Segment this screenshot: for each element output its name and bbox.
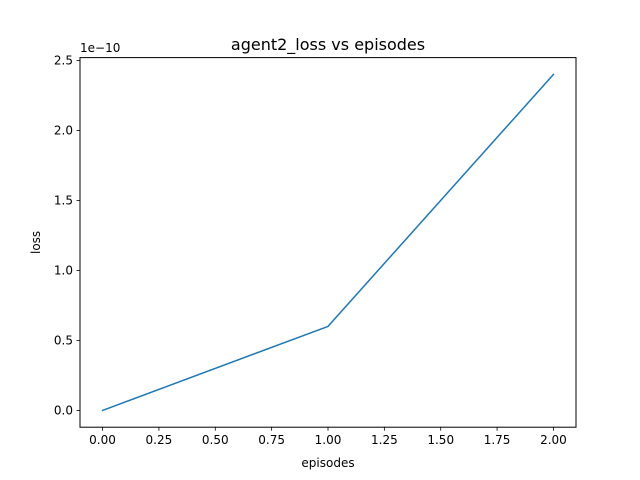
x-tick-label: 0.00 [89,433,116,447]
x-tick-label: 0.25 [146,433,173,447]
y-tick-label: 1.0 [54,264,73,278]
series-line [101,73,555,412]
x-tick-label: 1.75 [484,433,511,447]
x-tick-label: 1.00 [315,433,342,447]
y-tick-label: 0.5 [54,334,73,348]
x-axis-label: episodes [301,456,354,470]
x-tick-label: 1.25 [371,433,398,447]
y-tick-label: 2.5 [54,54,73,68]
plot-frame [79,57,577,428]
y-axis-label: loss [29,231,43,254]
chart-title: agent2_loss vs episodes [231,35,425,55]
plot-area [80,57,576,428]
x-tick-label: 2.00 [540,433,567,447]
x-tick-label: 1.50 [427,433,454,447]
x-axis-ticks: 0.00 0.25 0.50 0.75 1.00 1.25 1.50 1.75 2.00 [89,427,567,447]
y-offset-label: 1e−10 [80,41,120,55]
y-axis-ticks: 0.0 0.5 1.0 1.5 2.0 2.5 [54,54,80,418]
y-tick-label: 0.0 [54,404,73,418]
series-layer [101,73,555,412]
x-tick-label: 0.50 [202,433,229,447]
y-tick-label: 1.5 [54,194,73,208]
x-tick-label: 0.75 [258,433,285,447]
y-tick-label: 2.0 [54,124,73,138]
